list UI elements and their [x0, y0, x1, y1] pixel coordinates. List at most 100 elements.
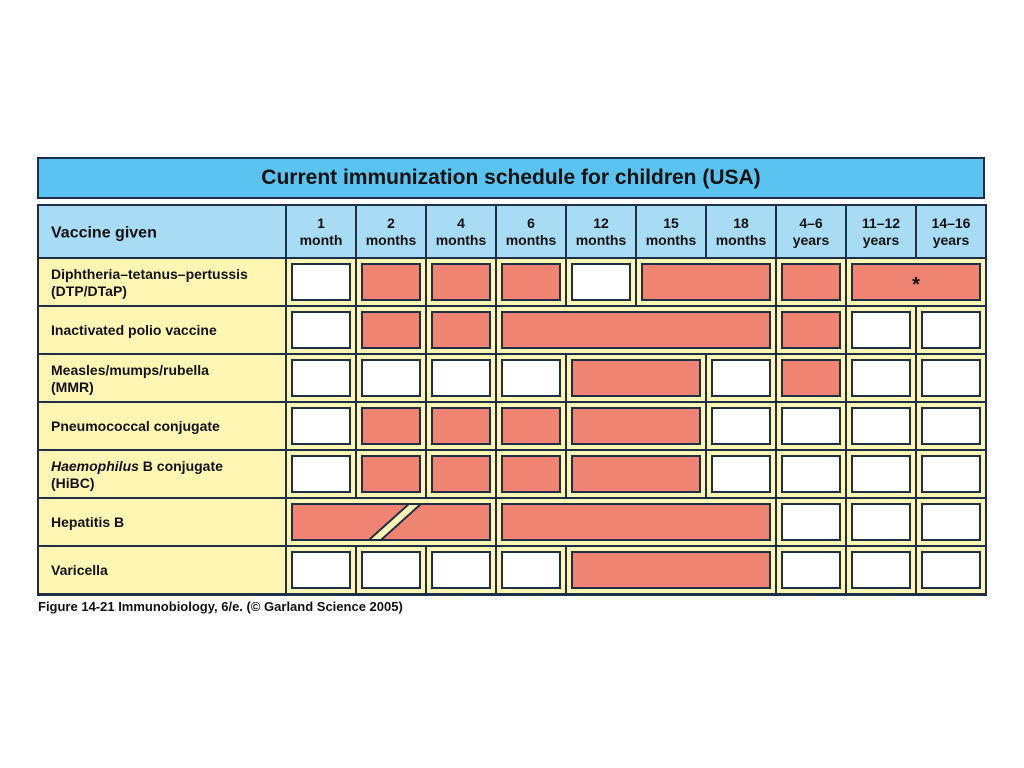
- dose-box-recommended: [781, 311, 841, 349]
- header-col-value: 12: [593, 215, 609, 231]
- dose-box-empty: [851, 359, 911, 397]
- dose-box-empty: [851, 311, 911, 349]
- dose-box-recommended: [571, 551, 771, 589]
- header-col-unit: months: [716, 232, 767, 248]
- dose-box-empty: [291, 455, 351, 493]
- row-label: Inactivated polio vaccine: [51, 322, 217, 338]
- dose-box-empty: [291, 551, 351, 589]
- dose-box-empty: [781, 455, 841, 493]
- row-label-cell: [39, 307, 285, 353]
- dose-box-empty: [781, 551, 841, 589]
- dose-box-empty: [361, 359, 421, 397]
- dose-box-empty: [921, 311, 981, 349]
- row-label-cell: [39, 547, 285, 593]
- dose-box-empty: [851, 551, 911, 589]
- header-col-unit: months: [436, 232, 487, 248]
- header-col-value: 2: [387, 215, 395, 231]
- dose-box-recommended: [361, 455, 421, 493]
- dose-box-empty: [501, 551, 561, 589]
- dose-box-empty: [711, 359, 771, 397]
- header-col-unit: years: [863, 232, 900, 248]
- dose-box-empty: [431, 359, 491, 397]
- dose-box-recommended: [431, 407, 491, 445]
- dose-box-recommended: [851, 263, 981, 301]
- header-col-unit: years: [933, 232, 970, 248]
- dose-box-empty: [291, 359, 351, 397]
- asterisk-mark: *: [912, 274, 920, 296]
- dose-box-empty: [291, 263, 351, 301]
- dose-box-recommended: [571, 455, 701, 493]
- dose-box-recommended: [501, 455, 561, 493]
- header-cell: [287, 206, 355, 257]
- row-label-cell: [39, 451, 285, 497]
- header-cell-vaccine: [39, 206, 285, 257]
- header-col-unit: month: [300, 232, 343, 248]
- row-label: (DTP/DTaP): [51, 283, 127, 299]
- dose-box-empty: [711, 455, 771, 493]
- header-cell: [917, 206, 985, 257]
- row-label: Varicella: [51, 562, 108, 578]
- row-label-cell: [39, 499, 285, 545]
- header-cell: [637, 206, 705, 257]
- schedule-table: Vaccine given 1 month 2 months 4 months 6 months…: [37, 204, 987, 596]
- header-col-value: 1: [317, 215, 325, 231]
- dose-box-empty: [431, 551, 491, 589]
- row-label: Haemophilus B conjugate: [51, 458, 223, 474]
- dose-box-empty: [361, 551, 421, 589]
- dose-box-empty: [781, 407, 841, 445]
- header-col-unit: months: [366, 232, 417, 248]
- header-col-unit: years: [793, 232, 830, 248]
- header-col-unit: months: [646, 232, 697, 248]
- dose-box-empty: [781, 503, 841, 541]
- header-col-value: 4–6: [799, 215, 823, 231]
- dose-box-recommended: [501, 263, 561, 301]
- dose-box-recommended: [781, 263, 841, 301]
- dose-box-empty: [851, 455, 911, 493]
- header-vaccine-label: Vaccine given: [51, 225, 157, 242]
- dose-box-empty: [711, 407, 771, 445]
- dose-split-divider: [366, 503, 424, 541]
- header-cell: [567, 206, 635, 257]
- header-col-value: 6: [527, 215, 535, 231]
- dose-box-recommended: [431, 455, 491, 493]
- header-col-value: 11–12: [862, 215, 900, 231]
- dose-box-recommended: [501, 503, 771, 541]
- dose-box-recommended: [431, 263, 491, 301]
- header-cell: [497, 206, 565, 257]
- dose-box-empty: [851, 503, 911, 541]
- dose-box-empty: [571, 263, 631, 301]
- dose-box-recommended: [291, 503, 491, 541]
- header-cell: [357, 206, 425, 257]
- header-cell: [707, 206, 775, 257]
- schedule-grid: Vaccine given1month2months4months6months…: [39, 206, 985, 593]
- header-col-unit: months: [576, 232, 627, 248]
- dose-box-empty: [921, 359, 981, 397]
- header-col-value: 15: [663, 215, 679, 231]
- dose-box-empty: [921, 407, 981, 445]
- dose-box-empty: [921, 455, 981, 493]
- row-label: (HiBC): [51, 475, 95, 491]
- dose-box-recommended: [431, 311, 491, 349]
- header-cell: [427, 206, 495, 257]
- dose-box-empty: [291, 311, 351, 349]
- row-label: Measles/mumps/rubella: [51, 362, 209, 378]
- dose-box-recommended: [501, 311, 771, 349]
- dose-box-empty: [921, 551, 981, 589]
- row-label-cell: [39, 403, 285, 449]
- row-label-cell: [39, 259, 285, 305]
- dose-box-recommended: [361, 407, 421, 445]
- row-label: Hepatitis B: [51, 514, 124, 530]
- page-title: Current immunization schedule for childr…: [37, 157, 985, 199]
- figure-caption: Figure 14-21 Immunobiology, 6/e. (© Garl…: [38, 599, 403, 614]
- dose-box-empty: [851, 407, 911, 445]
- row-label: Pneumococcal conjugate: [51, 418, 220, 434]
- dose-box-empty: [921, 503, 981, 541]
- header-col-value: 4: [457, 215, 465, 231]
- dose-box-recommended: [361, 311, 421, 349]
- row-label: (MMR): [51, 379, 94, 395]
- row-label-cell: [39, 355, 285, 401]
- dose-box-recommended: [781, 359, 841, 397]
- row-label: Diphtheria–tetanus–pertussis: [51, 266, 248, 282]
- header-cell: [777, 206, 845, 257]
- dose-box-recommended: [571, 407, 701, 445]
